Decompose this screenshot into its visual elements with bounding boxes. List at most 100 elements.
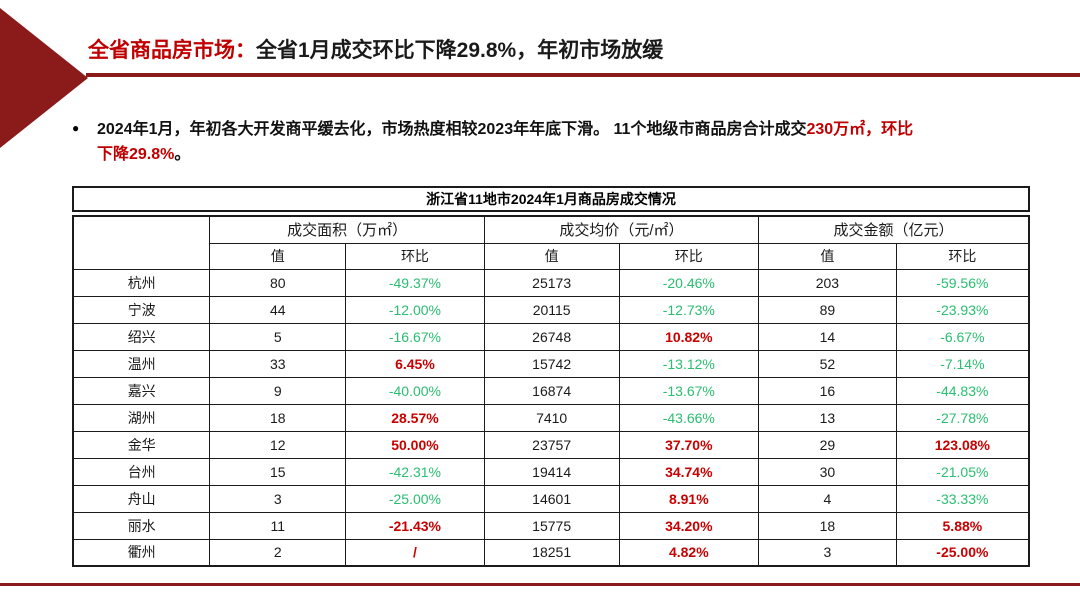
- value-cell: 11: [209, 511, 347, 540]
- bullet-text-red-2: 下降29.8%: [97, 146, 175, 163]
- mom-cell: /: [345, 538, 485, 567]
- table-row: 湖州 18 28.57% 7410 -43.66% 13 -27.78%: [72, 403, 1030, 432]
- table-row: 金华 12 50.00% 23757 37.70% 29 123.08%: [72, 430, 1030, 459]
- table-row: 杭州 80 -49.37% 25173 -20.46% 203 -59.56%: [72, 268, 1030, 297]
- table-row: 嘉兴 9 -40.00% 16874 -13.67% 16 -44.83%: [72, 376, 1030, 405]
- mom-cell: -16.67%: [345, 322, 485, 351]
- city-cell: 舟山: [72, 484, 211, 513]
- mom-cell: 37.70%: [618, 430, 760, 459]
- mom-cell: -13.12%: [618, 349, 760, 378]
- value-cell: 30: [758, 457, 897, 486]
- bullet-line-1: 2024年1月，年初各大开发商平缓去化，市场热度相较2023年年底下滑。 11个…: [97, 117, 1017, 142]
- mom-cell: 34.20%: [618, 511, 760, 540]
- page-title-rest: 全省1月成交环比下降29.8%，年初市场放缓: [256, 39, 664, 62]
- mom-cell: -6.67%: [895, 322, 1030, 351]
- col-group-amount: 成交金额（亿元）: [758, 215, 1030, 244]
- bullet-text-red: 230万㎡，环比: [806, 121, 914, 138]
- mom-cell: 8.91%: [618, 484, 760, 513]
- page-title-highlight: 全省商品房市场：: [88, 39, 256, 62]
- sub-header-value: 值: [209, 242, 347, 270]
- bullet-text: 2024年1月，年初各大开发商平缓去化，市场热度相较2023年年底下滑。 11个…: [97, 117, 1017, 167]
- col-group-price: 成交均价（元/㎡）: [483, 215, 760, 244]
- mom-cell: -12.73%: [618, 295, 760, 324]
- city-cell: 衢州: [72, 538, 211, 567]
- city-cell: 湖州: [72, 403, 211, 432]
- value-cell: 18251: [483, 538, 620, 567]
- value-cell: 12: [209, 430, 347, 459]
- mom-cell: 123.08%: [895, 430, 1030, 459]
- table-body: 杭州 80 -49.37% 25173 -20.46% 203 -59.56% 宁波 44 -12…: [72, 268, 1030, 567]
- corner-cell: [72, 215, 211, 270]
- bullet-text-black: 2024年1月，年初各大开发商平缓去化，市场热度相较2023年年底下滑。 11个…: [97, 121, 807, 138]
- value-cell: 3: [758, 538, 897, 567]
- page-title: 全省商品房市场：全省1月成交环比下降29.8%，年初市场放缓: [88, 34, 663, 64]
- col-group-area: 成交面积（万㎡）: [209, 215, 485, 244]
- value-cell: 15742: [483, 349, 620, 378]
- value-cell: 26748: [483, 322, 620, 351]
- mom-cell: 50.00%: [345, 430, 485, 459]
- mom-cell: -44.83%: [895, 376, 1030, 405]
- value-cell: 20115: [483, 295, 620, 324]
- mom-cell: 28.57%: [345, 403, 485, 432]
- bullet-line-2: 下降29.8%。: [97, 142, 1017, 167]
- mom-cell: -59.56%: [895, 268, 1030, 297]
- value-cell: 14601: [483, 484, 620, 513]
- city-cell: 温州: [72, 349, 211, 378]
- value-cell: 19414: [483, 457, 620, 486]
- bottom-rule: [0, 583, 1080, 586]
- mom-cell: -42.31%: [345, 457, 485, 486]
- table-row: 丽水 11 -21.43% 15775 34.20% 18 5.88%: [72, 511, 1030, 540]
- city-cell: 台州: [72, 457, 211, 486]
- city-cell: 嘉兴: [72, 376, 211, 405]
- mom-cell: 4.82%: [618, 538, 760, 567]
- value-cell: 25173: [483, 268, 620, 297]
- title-underline: [86, 73, 1080, 77]
- value-cell: 4: [758, 484, 897, 513]
- city-cell: 绍兴: [72, 322, 211, 351]
- mom-cell: -20.46%: [618, 268, 760, 297]
- data-table: 成交面积（万㎡） 成交均价（元/㎡） 成交金额（亿元） 值 环比 值 环比 值 …: [72, 215, 1030, 567]
- sub-header-mom: 环比: [345, 242, 485, 270]
- mom-cell: -25.00%: [895, 538, 1030, 567]
- mom-cell: -13.67%: [618, 376, 760, 405]
- table-row: 舟山 3 -25.00% 14601 8.91% 4 -33.33%: [72, 484, 1030, 513]
- value-cell: 23757: [483, 430, 620, 459]
- mom-cell: 34.74%: [618, 457, 760, 486]
- value-cell: 15775: [483, 511, 620, 540]
- value-cell: 15: [209, 457, 347, 486]
- value-cell: 14: [758, 322, 897, 351]
- table-row: 衢州 2/18251 4.82% 3 -25.00%: [72, 538, 1030, 567]
- bullet-text-black-2: 。: [174, 146, 191, 163]
- value-cell: 2: [209, 538, 347, 567]
- sub-header-mom: 环比: [895, 242, 1030, 270]
- value-cell: 3: [209, 484, 347, 513]
- value-cell: 18: [209, 403, 347, 432]
- data-table-section: 浙江省11地市2024年1月商品房成交情况 成交面积（万㎡） 成交均价（元/㎡）…: [72, 186, 1030, 567]
- summary-bullet: ● 2024年1月，年初各大开发商平缓去化，市场热度相较2023年年底下滑。 1…: [72, 117, 1017, 167]
- table-row: 绍兴 5 -16.67% 26748 10.82% 14 -6.67%: [72, 322, 1030, 351]
- mom-cell: 10.82%: [618, 322, 760, 351]
- table-row: 宁波 44 -12.00% 20115 -12.73% 89 -23.93%: [72, 295, 1030, 324]
- mom-cell: -33.33%: [895, 484, 1030, 513]
- value-cell: 5: [209, 322, 347, 351]
- mom-cell: -23.93%: [895, 295, 1030, 324]
- value-cell: 7410: [483, 403, 620, 432]
- sub-header-value: 值: [758, 242, 897, 270]
- mom-cell: -40.00%: [345, 376, 485, 405]
- value-cell: 52: [758, 349, 897, 378]
- city-cell: 丽水: [72, 511, 211, 540]
- value-cell: 44: [209, 295, 347, 324]
- value-cell: 16: [758, 376, 897, 405]
- mom-cell: 6.45%: [345, 349, 485, 378]
- group-header-row: 成交面积（万㎡） 成交均价（元/㎡） 成交金额（亿元）: [72, 215, 1030, 270]
- mom-cell: -12.00%: [345, 295, 485, 324]
- value-cell: 16874: [483, 376, 620, 405]
- mom-cell: -25.00%: [345, 484, 485, 513]
- mom-cell: -21.43%: [345, 511, 485, 540]
- mom-cell: -27.78%: [895, 403, 1030, 432]
- table-row: 台州 15 -42.31% 19414 34.74% 30 -21.05%: [72, 457, 1030, 486]
- value-cell: 9: [209, 376, 347, 405]
- table-row: 温州 33 6.45% 15742 -13.12% 52 -7.14%: [72, 349, 1030, 378]
- sub-header-row: 值 环比 值 环比 值 环比: [73, 242, 1030, 270]
- mom-cell: 5.88%: [895, 511, 1030, 540]
